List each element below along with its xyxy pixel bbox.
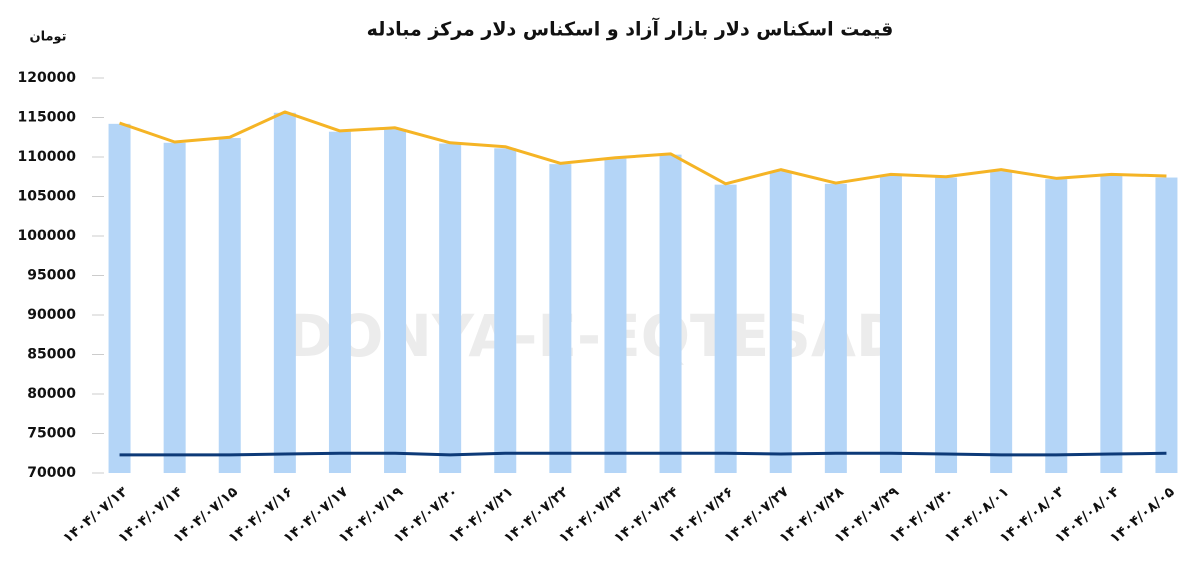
- y-tick-label: 90000: [27, 307, 76, 323]
- watermark: DONYA-E-EQTESAD: [286, 302, 904, 370]
- y-tick-label: 120000: [18, 70, 77, 86]
- y-tick-label: 100000: [18, 228, 77, 244]
- bar: [549, 164, 572, 474]
- bar: [659, 154, 682, 473]
- y-axis-label: تومان: [29, 30, 66, 45]
- y-tick-label: 70000: [27, 465, 76, 481]
- bar: [494, 148, 517, 473]
- bar: [384, 129, 407, 473]
- bar: [824, 183, 847, 474]
- line: [119, 110, 1167, 186]
- chart-title: قیمت اسکناس دلار بازار آزاد و اسکناس دلا…: [367, 17, 894, 41]
- bar: [439, 143, 462, 473]
- y-tick-label: 85000: [27, 347, 76, 363]
- bar: [714, 184, 737, 473]
- bar: [1155, 177, 1178, 474]
- bar: [769, 171, 792, 473]
- bar: [108, 123, 131, 473]
- bar: [1100, 175, 1123, 474]
- y-tick-label: 95000: [27, 268, 76, 284]
- bar: [163, 142, 186, 473]
- bar: [879, 175, 902, 474]
- y-tick-label: 105000: [18, 189, 77, 205]
- bar: [328, 131, 351, 473]
- y-tick-label: 75000: [27, 426, 76, 442]
- bar: [273, 112, 296, 473]
- y-tick-label: 110000: [18, 149, 77, 165]
- bar: [990, 171, 1013, 473]
- line: [119, 451, 1167, 457]
- bar: [1045, 179, 1068, 473]
- y-tick-label: 80000: [27, 386, 76, 402]
- y-tick-label: 115000: [18, 110, 77, 126]
- bar: [935, 177, 958, 474]
- bar: [218, 138, 241, 474]
- bar: [604, 158, 627, 473]
